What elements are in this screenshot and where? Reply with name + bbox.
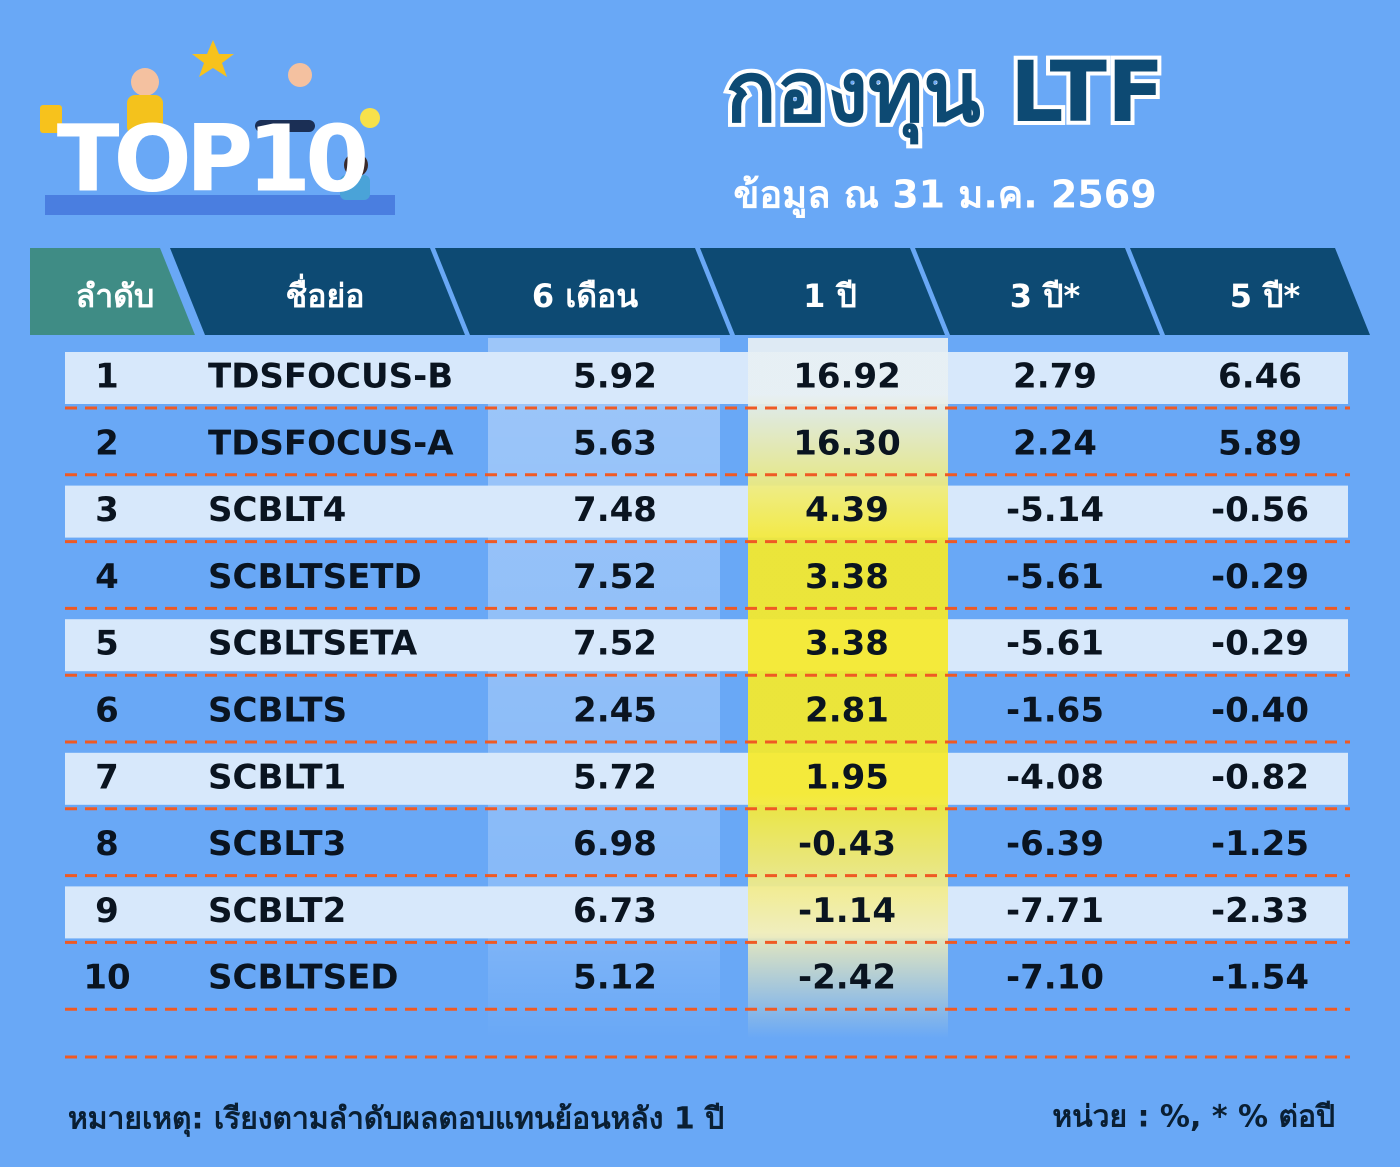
cell: 1 <box>95 357 119 397</box>
row-band <box>65 485 1348 538</box>
cell: -0.29 <box>1211 624 1309 664</box>
cell: 5.72 <box>573 757 657 797</box>
cell: 2.45 <box>573 691 657 731</box>
cell: -0.40 <box>1211 691 1309 731</box>
cell: 4 <box>95 557 119 597</box>
cell: -7.10 <box>1006 958 1104 998</box>
logo-text: TOP10 <box>57 105 365 212</box>
cell: 6.73 <box>573 891 657 931</box>
cell: 3 <box>95 490 119 530</box>
column-header: 6 เดือน <box>532 277 638 315</box>
header-tab <box>435 248 730 335</box>
cell: -5.61 <box>1006 624 1104 664</box>
cell: 5.92 <box>573 357 657 397</box>
cell: -0.43 <box>798 824 896 864</box>
column-header: 3 ปี* <box>1010 277 1081 315</box>
cell: 6 <box>95 691 119 731</box>
fund-name: SCBLTS <box>208 691 347 731</box>
header-tab <box>170 248 465 335</box>
cell: 5 <box>95 624 119 664</box>
header-tab <box>30 248 195 335</box>
cell: -4.08 <box>1006 757 1104 797</box>
fund-name: TDSFOCUS-B <box>208 357 453 397</box>
fund-name: SCBLT1 <box>208 757 346 797</box>
row-band <box>65 886 1348 939</box>
footer-note: หมายเหตุ: เรียงตามลำดับผลตอบแทนย้อนหลัง … <box>68 1102 724 1138</box>
cell: -0.82 <box>1211 757 1309 797</box>
column-header: 5 ปี* <box>1230 277 1301 315</box>
cell: -5.61 <box>1006 557 1104 597</box>
cell: -2.42 <box>798 958 896 998</box>
table: ลำดับ ชื่อย่อ 6 เดือน 1 ปี 3 ปี* 5 ปี* 1 TDSFOC… <box>30 248 1370 1059</box>
cell: -1.25 <box>1211 824 1309 864</box>
column-header: ลำดับ <box>76 277 155 315</box>
cell: 6.46 <box>1218 357 1302 397</box>
fund-name: SCBLTSED <box>208 958 399 998</box>
cell: 2.79 <box>1013 357 1097 397</box>
cell: 3.38 <box>805 557 889 597</box>
cell: 8 <box>95 824 119 864</box>
subtitle: ข้อมูล ณ 31 ม.ค. 2569 <box>733 173 1156 219</box>
cell: 5.89 <box>1218 423 1302 463</box>
logo: TOP10 <box>40 40 395 215</box>
cell: -5.14 <box>1006 490 1104 530</box>
cell: 7.52 <box>573 624 657 664</box>
cell: 3.38 <box>805 624 889 664</box>
cell: -1.14 <box>798 891 896 931</box>
cell: -6.39 <box>1006 824 1104 864</box>
cell: 16.30 <box>793 423 901 463</box>
row-band <box>65 619 1348 672</box>
header-tab <box>700 248 945 335</box>
cell: 6.98 <box>573 824 657 864</box>
cell: -7.71 <box>1006 891 1104 931</box>
cell: 1.95 <box>805 757 889 797</box>
cell: 5.63 <box>573 423 657 463</box>
header-tab <box>1130 248 1370 335</box>
cell: -0.29 <box>1211 557 1309 597</box>
cell: -1.54 <box>1211 958 1309 998</box>
cell: -1.65 <box>1006 691 1104 731</box>
column-header: ชื่อย่อ <box>286 273 365 315</box>
fund-name: SCBLTSETD <box>208 557 422 597</box>
fund-name: SCBLT2 <box>208 891 346 931</box>
fund-name: TDSFOCUS-A <box>208 423 454 463</box>
cell: 7.48 <box>573 490 657 530</box>
fund-name: SCBLT3 <box>208 824 346 864</box>
fund-name: SCBLT4 <box>208 490 346 530</box>
footer-unit: หน่วย : %, * % ต่อปี <box>1052 1100 1335 1135</box>
cell: 7 <box>95 757 119 797</box>
header-tab <box>915 248 1160 335</box>
row-band <box>65 752 1348 805</box>
cell: 5.12 <box>573 958 657 998</box>
cell: 2.24 <box>1013 423 1097 463</box>
cell: 7.52 <box>573 557 657 597</box>
cell: 4.39 <box>805 490 889 530</box>
column-header: 1 ปี <box>803 277 857 315</box>
cell: -0.56 <box>1211 490 1309 530</box>
row-band <box>65 352 1348 404</box>
highlight-column <box>748 338 948 1038</box>
cell: 2.81 <box>805 691 889 731</box>
cell: 9 <box>95 891 119 931</box>
cell: 10 <box>83 958 130 998</box>
cell: 2 <box>95 423 119 463</box>
cell: -2.33 <box>1211 891 1309 931</box>
title: กองทุน LTF <box>726 43 1165 145</box>
fund-name: SCBLTSETA <box>208 624 418 664</box>
cell: 16.92 <box>793 357 901 397</box>
